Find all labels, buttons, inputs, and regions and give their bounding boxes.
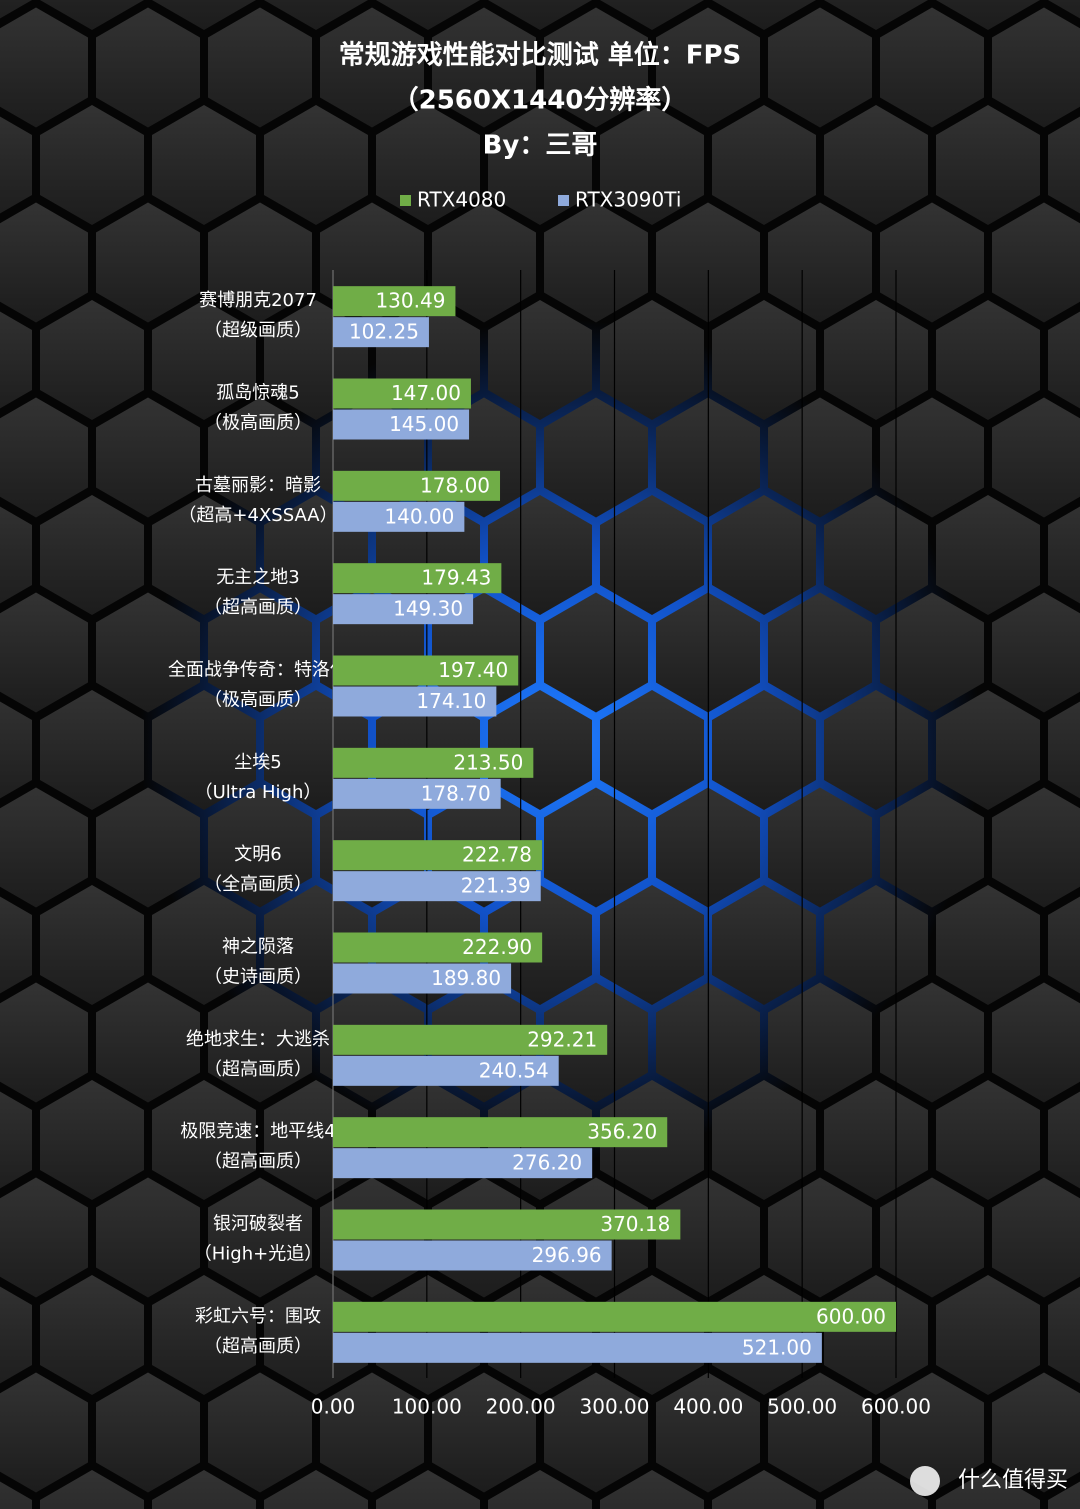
bar xyxy=(333,1117,668,1148)
value-label: 276.20 xyxy=(512,1151,582,1175)
bar xyxy=(333,686,497,717)
y-tick-label: （超高+4XSSAA） xyxy=(178,505,337,526)
y-tick-label: 尘埃5 xyxy=(234,752,281,773)
x-tick-label: 100.00 xyxy=(392,1395,462,1419)
value-label: 147.00 xyxy=(391,381,461,405)
y-tick-label: 文明6 xyxy=(234,844,281,865)
chart-title: 常规游戏性能对比测试 单位：FPS xyxy=(339,40,742,71)
x-tick-label: 200.00 xyxy=(486,1395,556,1419)
legend-swatch xyxy=(400,195,411,206)
bar xyxy=(333,563,502,594)
value-label: 221.39 xyxy=(461,874,531,898)
value-label: 213.50 xyxy=(453,750,523,774)
value-label: 356.20 xyxy=(587,1120,657,1144)
x-tick-label: 300.00 xyxy=(580,1395,650,1419)
bar xyxy=(333,1240,612,1271)
bar xyxy=(333,778,501,809)
y-tick-label: 古墓丽影：暗影 xyxy=(195,475,321,496)
chart-author: By：三哥 xyxy=(483,131,598,161)
bar xyxy=(333,840,543,871)
value-label: 178.70 xyxy=(421,781,491,805)
value-label: 145.00 xyxy=(389,412,459,436)
bar xyxy=(333,409,470,440)
y-tick-label: （超高画质） xyxy=(204,597,312,618)
bar xyxy=(333,932,543,963)
value-label: 149.30 xyxy=(393,597,463,621)
x-tick-label: 400.00 xyxy=(673,1395,743,1419)
y-tick-label: （超级画质） xyxy=(204,320,312,341)
bar xyxy=(333,655,519,686)
y-tick-label: 极限竞速：地平线4 xyxy=(180,1121,335,1142)
y-tick-label: （史诗画质） xyxy=(204,967,312,988)
bar xyxy=(333,1332,822,1363)
value-label: 189.80 xyxy=(431,966,501,990)
y-tick-label: （超高画质） xyxy=(204,1059,312,1080)
y-tick-label: （High+光追） xyxy=(194,1244,322,1265)
value-label: 292.21 xyxy=(527,1027,597,1051)
bar xyxy=(333,1301,896,1332)
y-tick-label: 赛博朋克2077 xyxy=(199,290,317,311)
y-tick-label: 全面战争传奇：特洛伊 xyxy=(168,660,348,681)
value-label: 521.00 xyxy=(742,1335,812,1359)
y-tick-label: （极高画质） xyxy=(204,690,312,711)
value-label: 240.54 xyxy=(479,1058,549,1082)
y-tick-label: （极高画质） xyxy=(204,413,312,434)
y-tick-label: 银河破裂者 xyxy=(213,1214,303,1235)
value-label: 130.49 xyxy=(375,289,445,313)
bar xyxy=(333,470,501,501)
bar xyxy=(333,317,429,348)
y-tick-label: 神之陨落 xyxy=(222,937,294,958)
bar xyxy=(333,1024,608,1055)
y-tick-label: 彩虹六号：围攻 xyxy=(195,1306,321,1327)
value-label: 296.96 xyxy=(532,1243,602,1267)
y-tick-label: 无主之地3 xyxy=(216,567,299,588)
watermark-icon xyxy=(910,1466,940,1496)
x-tick-label: 600.00 xyxy=(861,1395,931,1419)
bar xyxy=(333,1209,681,1240)
value-label: 140.00 xyxy=(384,504,454,528)
value-label: 370.18 xyxy=(600,1212,670,1236)
y-tick-label: （超高画质） xyxy=(204,1336,312,1357)
x-tick-label: 500.00 xyxy=(767,1395,837,1419)
value-label: 174.10 xyxy=(416,689,486,713)
bar xyxy=(333,747,534,778)
value-label: 600.00 xyxy=(816,1304,886,1328)
y-tick-label: 孤岛惊魂5 xyxy=(216,383,299,404)
chart-subtitle: （2560X1440分辨率） xyxy=(393,85,688,116)
bar xyxy=(333,963,512,994)
legend-swatch xyxy=(558,195,569,206)
value-label: 222.90 xyxy=(462,935,532,959)
legend-label: RTX4080 xyxy=(417,188,506,212)
value-label: 102.25 xyxy=(349,320,419,344)
bar xyxy=(333,501,465,532)
bar xyxy=(333,378,471,409)
bar xyxy=(333,1055,559,1086)
y-tick-label: 绝地求生：大逃杀 xyxy=(186,1029,330,1050)
y-tick-label: （超高画质） xyxy=(204,1151,312,1172)
watermark: 什么值得买 xyxy=(958,1468,1068,1493)
y-tick-label: （Ultra High） xyxy=(195,782,322,803)
bar xyxy=(333,1148,593,1179)
bar xyxy=(333,594,474,625)
bar xyxy=(333,286,456,317)
value-label: 197.40 xyxy=(438,658,508,682)
value-label: 179.43 xyxy=(421,566,491,590)
bar xyxy=(333,871,541,902)
y-tick-label: （全高画质） xyxy=(204,874,312,895)
x-tick-label: 0.00 xyxy=(311,1395,356,1419)
legend-label: RTX3090Ti xyxy=(575,188,681,212)
value-label: 178.00 xyxy=(420,473,490,497)
value-label: 222.78 xyxy=(462,843,532,867)
